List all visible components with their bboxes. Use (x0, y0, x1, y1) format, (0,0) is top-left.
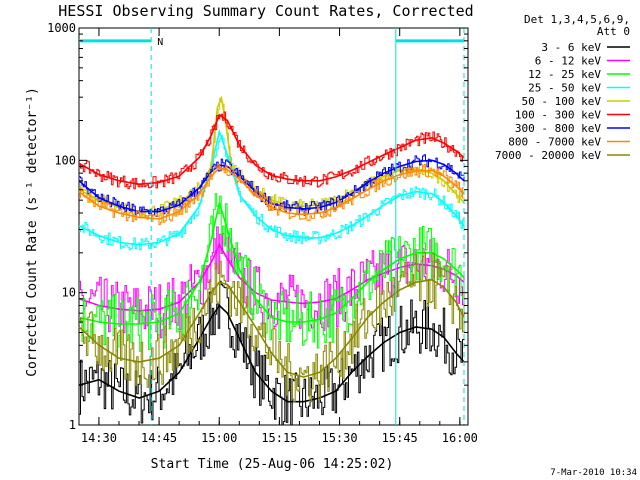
series-line-8 (78, 166, 465, 220)
annotations: N (79, 28, 465, 425)
x-tick-label-6: 15:45 (382, 431, 418, 445)
series-noise-9 (79, 251, 465, 403)
series-noise-3 (79, 193, 465, 352)
legend-label-1: 3 - 6 keV (541, 41, 601, 54)
y-tick-label-3: 100 (54, 153, 76, 167)
legend-label-5: 50 - 100 keV (522, 95, 602, 108)
axes: 14:30 14:45 15:00 15:15 15:30 15:45 16:00 1 10 10… (47, 21, 478, 445)
y-tick-label-4: 1000 (47, 21, 76, 35)
series-6 (78, 111, 465, 190)
series-3 (78, 193, 465, 352)
flag-label-1: N (157, 37, 163, 48)
x-axis-label: Start Time (25-Aug-06 14:25:02) (151, 457, 394, 472)
legend-header-1: Det 1,3,4,5,6,9, (524, 13, 630, 26)
series-9 (78, 251, 465, 403)
y-axis-label: Corrected Count Rate (s⁻¹ detector⁻¹) (25, 87, 40, 377)
chart-title: HESSI Observing Summary Count Rates, Cor… (58, 2, 473, 20)
legend-label-7: 300 - 800 keV (515, 122, 601, 135)
y-tick-label-1: 1 (69, 418, 76, 432)
legend-header-2: Att 0 (597, 25, 630, 38)
legend-label-3: 12 - 25 keV (528, 68, 601, 81)
legend-label-6: 100 - 300 keV (515, 109, 601, 122)
series-8 (78, 163, 465, 226)
footer-timestamp: 7-Mar-2010 10:34 (550, 468, 637, 478)
series-4 (78, 128, 465, 251)
series-noise-6 (79, 111, 465, 190)
series-noise-8 (79, 163, 464, 226)
legend-label-9: 7000 - 20000 keV (495, 149, 601, 162)
x-tick-label-3: 15:00 (201, 431, 237, 445)
legend-label-2: 6 - 12 keV (535, 55, 602, 68)
series-line-4 (78, 128, 465, 246)
series-lines (78, 95, 465, 426)
legend-label-8: 800 - 7000 keV (508, 136, 601, 149)
x-tick-label-5: 15:30 (321, 431, 357, 445)
x-tick-label-2: 14:45 (141, 431, 177, 445)
legend-label-4: 25 - 50 keV (528, 82, 601, 95)
x-tick-label-1: 14:30 (81, 431, 117, 445)
series-noise-4 (79, 135, 465, 251)
series-1 (78, 280, 465, 426)
x-tick-label-4: 15:15 (261, 431, 297, 445)
x-tick-label-7: 16:00 (442, 431, 478, 445)
series-noise-1 (79, 280, 465, 426)
y-tick-label-2: 10 (62, 286, 76, 300)
